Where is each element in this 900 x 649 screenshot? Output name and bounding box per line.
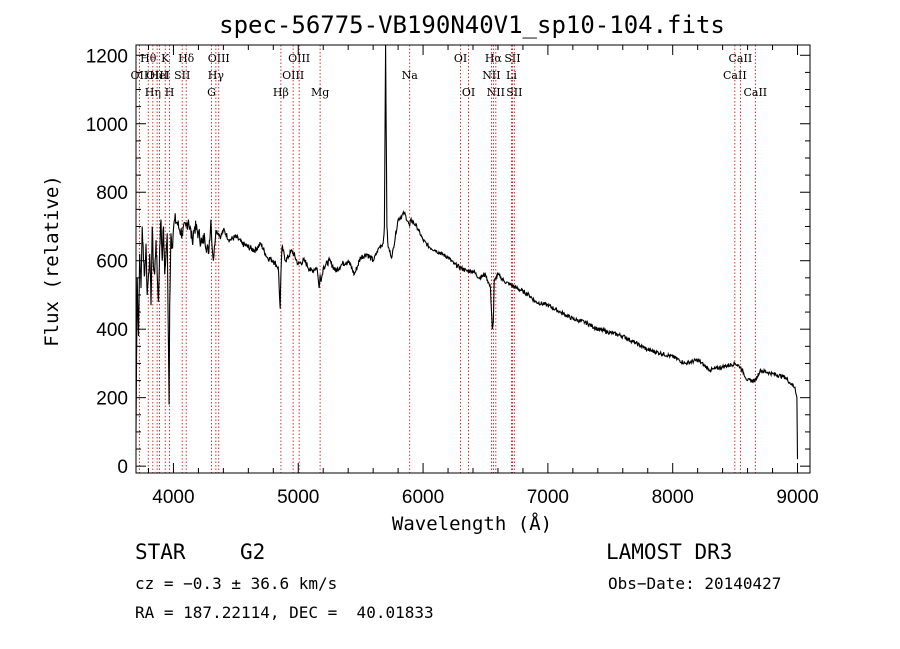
observation-date: Obs−Date: 20140427 (608, 574, 782, 593)
y-tick-label: 800 (96, 183, 128, 204)
axis-ticks: 4000 5000 6000 7000 8000 9000 0 200 400 600 800 100… (86, 45, 819, 508)
line-label-10: Hγ (208, 69, 225, 82)
line-label-9: OIII (208, 52, 230, 65)
survey-name: LAMOST DR3 (606, 540, 733, 564)
x-tick-label: 7000 (527, 487, 569, 508)
line-label-21: NII (487, 86, 505, 99)
line-label-26: CaII (723, 69, 747, 82)
x-tick-label: 5000 (277, 487, 319, 508)
line-label-6: H (165, 86, 175, 99)
line-label-18: OI (462, 86, 475, 99)
line-label-11: G (207, 86, 216, 99)
line-label-22: SII (504, 52, 520, 65)
line-label-14: OIII (288, 52, 310, 65)
line-label-25: CaII (729, 52, 753, 65)
line-label-20: NII (482, 69, 500, 82)
line-label-16: Na (402, 69, 419, 82)
line-label-5: K (161, 52, 170, 65)
line-label-19: Hα (485, 52, 503, 65)
x-tick-label: 9000 (776, 487, 818, 508)
y-tick-label: 1200 (86, 46, 128, 67)
line-label-3: Hη (145, 86, 161, 99)
line-label-12: Hβ (273, 86, 289, 99)
line-label-13: OIII (282, 69, 304, 82)
x-tick-label: 8000 (652, 487, 694, 508)
x-tick-label: 4000 (152, 487, 194, 508)
x-axis-label: Wavelength (Å) (392, 512, 552, 535)
coordinates: RA = 187.22114, DEC = 40.01833 (135, 603, 434, 622)
line-label-7: Hδ (178, 52, 195, 65)
y-tick-label: 200 (96, 389, 128, 410)
y-tick-label: 600 (96, 252, 128, 273)
line-label-2: OIII (146, 69, 168, 82)
y-tick-label: 1000 (86, 115, 128, 136)
line-label-0: Hθ (140, 52, 157, 65)
line-label-1: OII (131, 69, 149, 82)
chart-title: spec-56775-VB190N40V1_sp10-104.fits (219, 11, 725, 39)
line-label-24: SII (506, 86, 522, 99)
spectrum-line (135, 44, 799, 460)
object-subclass: G2 (240, 540, 266, 564)
y-tick-label: 400 (96, 320, 128, 341)
plot-frame (135, 44, 811, 474)
line-label-17: OI (454, 52, 467, 65)
x-tick-label: 6000 (402, 487, 444, 508)
line-label-4: HeI (149, 69, 169, 82)
y-tick-label: 0 (117, 457, 128, 478)
line-label-15: Mg (311, 86, 329, 99)
line-label-8: SII (174, 69, 190, 82)
line-label-23: Li (506, 69, 517, 82)
line-label-27: CaII (743, 86, 767, 99)
y-axis-label: Flux (relative) (41, 175, 63, 347)
redshift-velocity: cz = −0.3 ± 36.6 km/s (135, 574, 338, 593)
object-class: STAR (135, 540, 186, 564)
